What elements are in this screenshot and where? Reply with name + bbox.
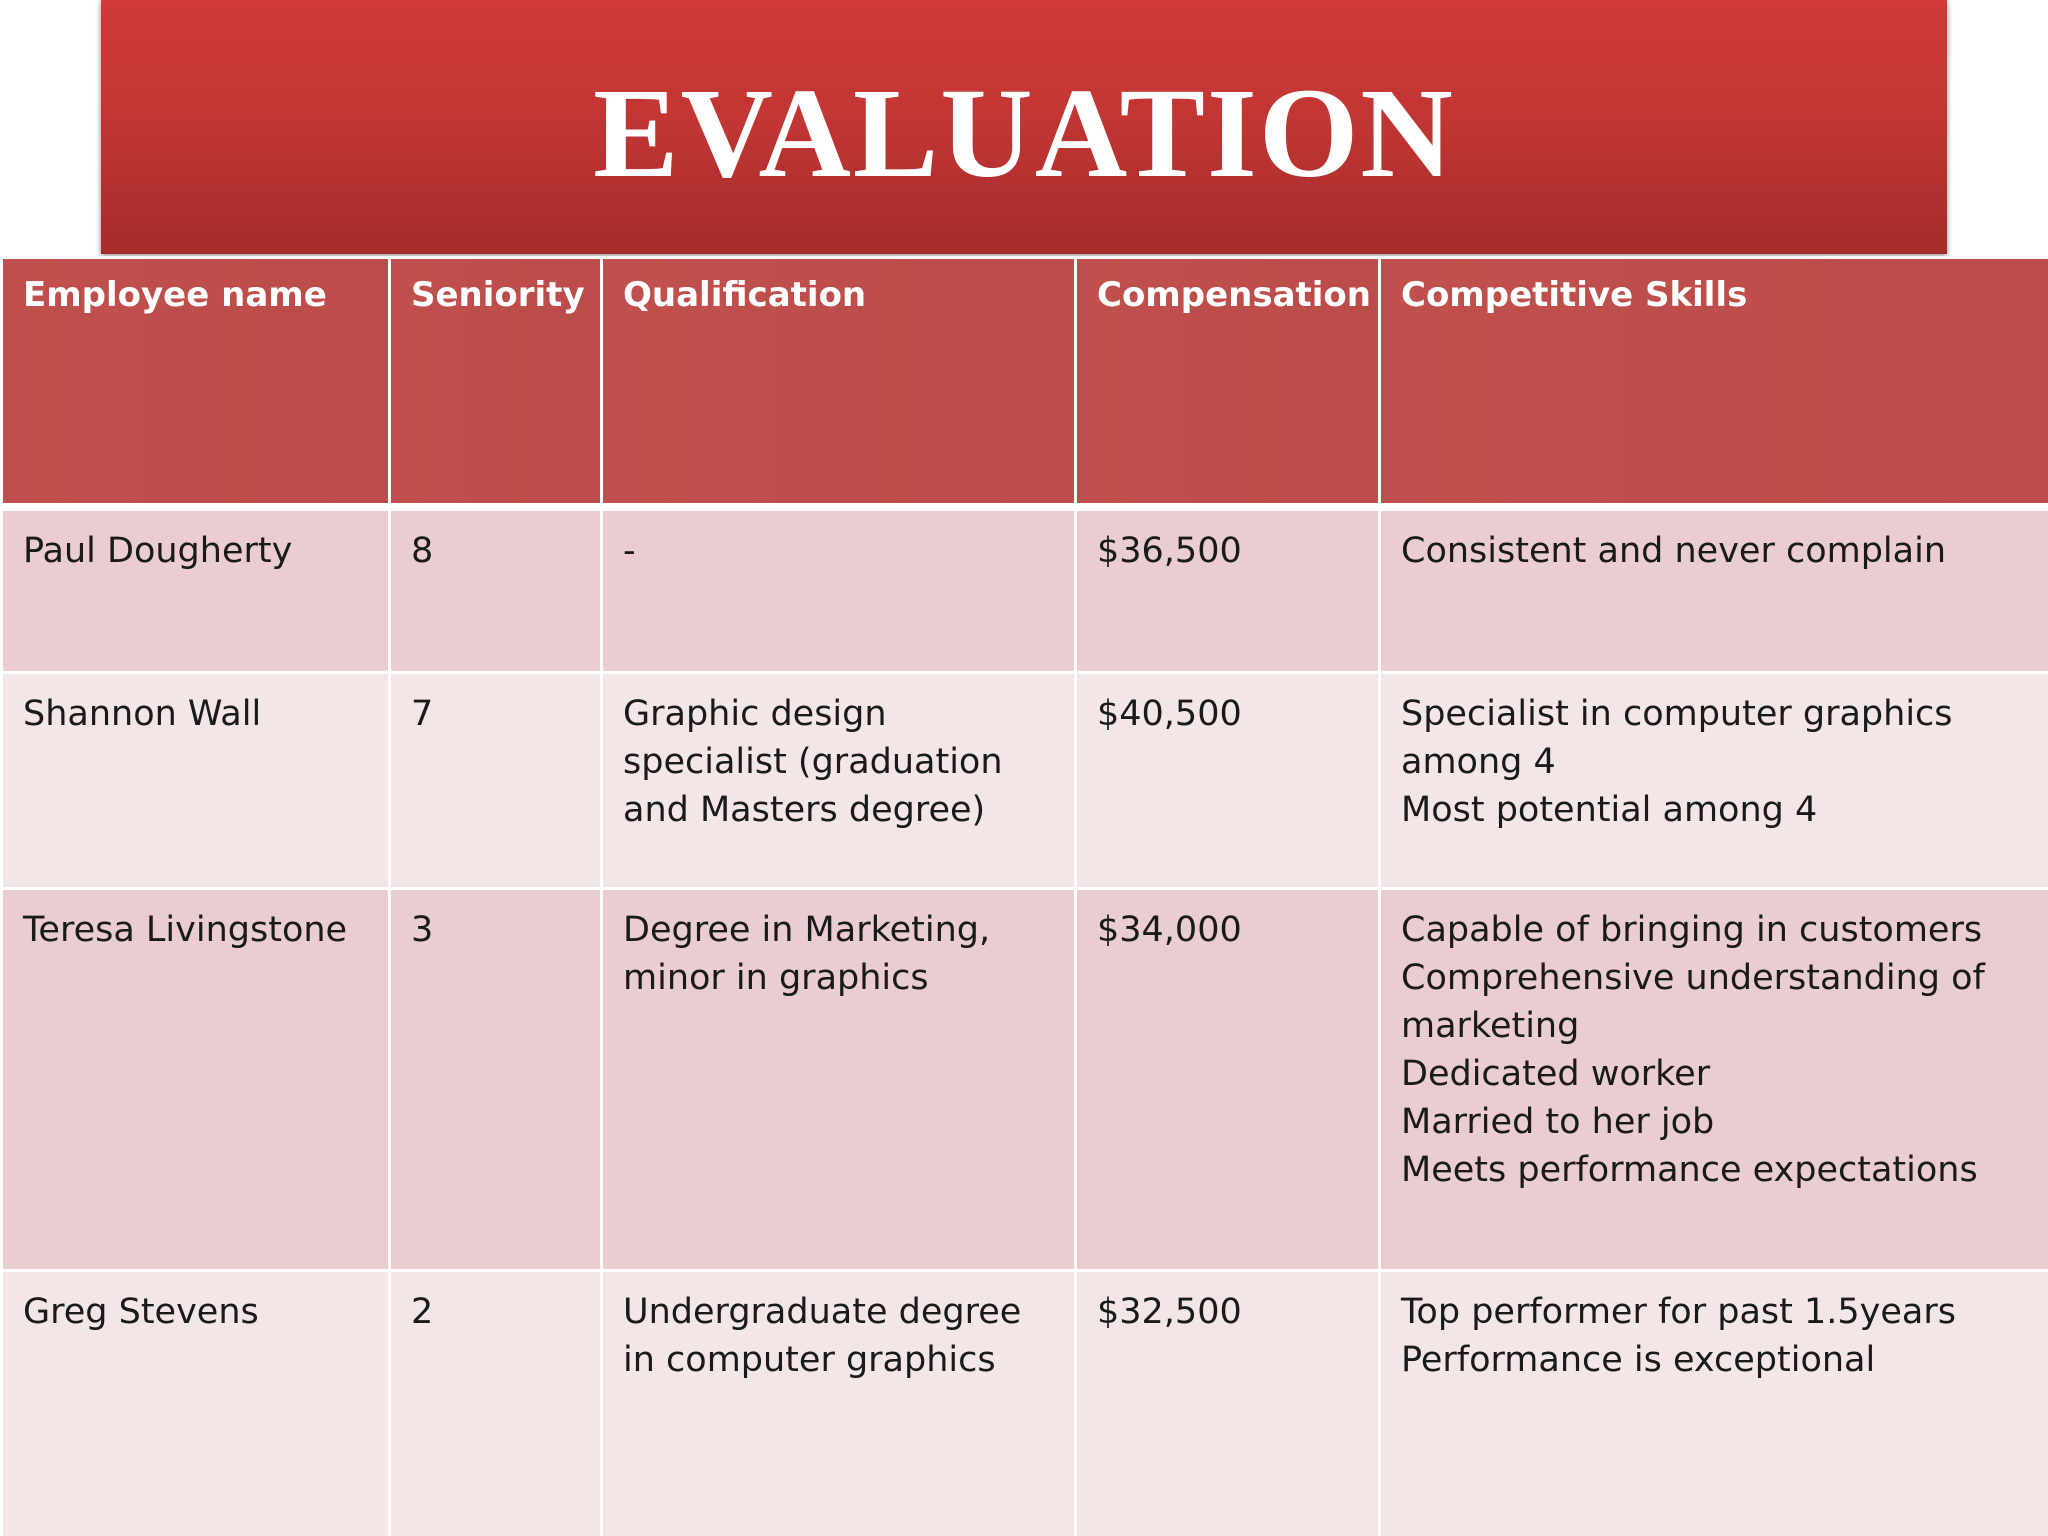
qualification-cell: Degree in Marketing, minor in graphics [600, 887, 1077, 1272]
table-row: Greg Stevens 2 Undergraduate degree in c… [0, 1269, 2048, 1536]
qualification-cell: Graphic design specialist (graduation an… [600, 671, 1077, 890]
skill-line: Dedicated worker [1401, 1054, 1711, 1094]
seniority-cell: 3 [388, 887, 603, 1272]
header-compensation: Compensation [1074, 256, 1381, 511]
skill-line: Specialist in computer graphics among 4 [1401, 694, 1953, 782]
skills-cell: Top performer for past 1.5years Performa… [1378, 1269, 2048, 1536]
skill-line: Meets performance expectations [1401, 1150, 1978, 1190]
header-qualification: Qualification [600, 256, 1077, 511]
skill-line: Capable of bringing in customers [1401, 910, 1983, 950]
table-header-row: Employee name Seniority Qualification Co… [0, 256, 2048, 511]
evaluation-table: Employee name Seniority Qualification Co… [0, 256, 2048, 1536]
compensation-cell: $32,500 [1074, 1269, 1381, 1536]
qualification-cell: - [600, 505, 1077, 674]
table-row: Paul Dougherty 8 - $36,500 Consistent an… [0, 505, 2048, 674]
skill-line: Comprehensive understanding of marketing [1401, 958, 1985, 1046]
header-competitive-skills: Competitive Skills [1378, 256, 2048, 511]
table-row: Teresa Livingstone 3 Degree in Marketing… [0, 887, 2048, 1272]
skill-line: Married to her job [1401, 1102, 1715, 1142]
skills-cell: Consistent and never complain [1378, 505, 2048, 674]
seniority-cell: 7 [388, 671, 603, 890]
compensation-cell: $36,500 [1074, 505, 1381, 674]
compensation-cell: $40,500 [1074, 671, 1381, 890]
employee-name-cell: Shannon Wall [0, 671, 391, 890]
qualification-cell: Undergraduate degree in computer graphic… [600, 1269, 1077, 1536]
skill-line: Top performer for past 1.5years [1401, 1292, 1956, 1332]
seniority-cell: 8 [388, 505, 603, 674]
employee-name-cell: Paul Dougherty [0, 505, 391, 674]
skills-cell: Capable of bringing in customers Compreh… [1378, 887, 2048, 1272]
compensation-cell: $34,000 [1074, 887, 1381, 1272]
skill-line: Most potential among 4 [1401, 790, 1818, 830]
table-row: Shannon Wall 7 Graphic design specialist… [0, 671, 2048, 890]
employee-name-cell: Teresa Livingstone [0, 887, 391, 1272]
page-title: EVALUATION [593, 62, 1455, 204]
employee-name-cell: Greg Stevens [0, 1269, 391, 1536]
skill-line: Consistent and never complain [1401, 530, 1947, 571]
header-employee-name: Employee name [0, 256, 391, 511]
title-banner: EVALUATION [101, 0, 1947, 254]
seniority-cell: 2 [388, 1269, 603, 1536]
skill-line: Performance is exceptional [1401, 1340, 1876, 1380]
header-seniority: Seniority [388, 256, 603, 511]
skills-cell: Specialist in computer graphics among 4 … [1378, 671, 2048, 890]
